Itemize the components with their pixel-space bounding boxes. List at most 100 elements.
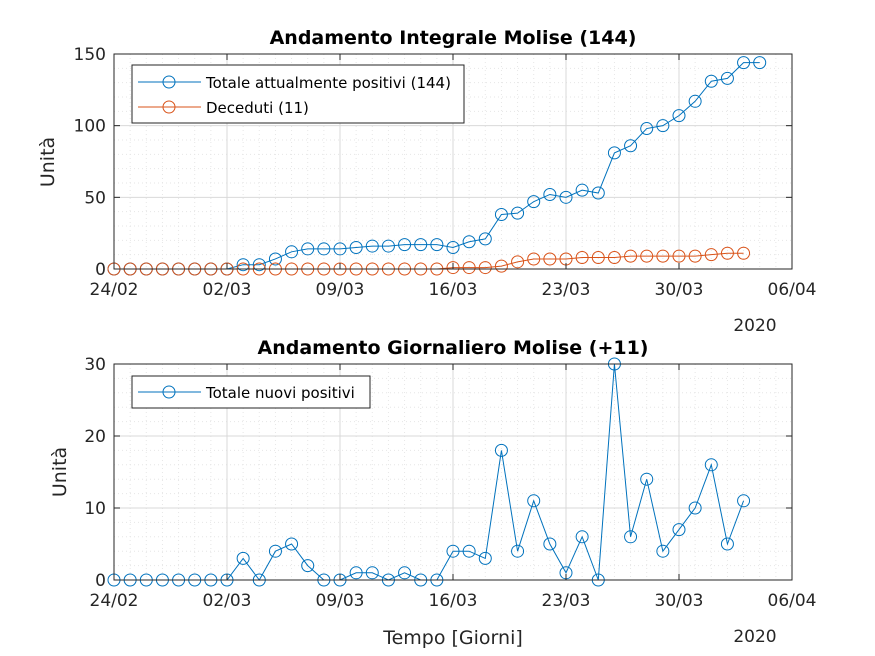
legend-marker-positivi bbox=[162, 75, 176, 89]
data-point bbox=[737, 246, 751, 260]
data-point bbox=[688, 94, 702, 108]
y-tick-label: 150 bbox=[74, 45, 106, 65]
data-point bbox=[478, 261, 492, 275]
data-point bbox=[704, 458, 718, 472]
data-point bbox=[575, 530, 589, 544]
legend: Totale attualmente positivi (144) Decedu… bbox=[131, 64, 465, 124]
data-point bbox=[494, 259, 508, 273]
x-tick-label: 02/03 bbox=[203, 280, 252, 300]
data-point bbox=[672, 109, 686, 123]
y-tick-label: 30 bbox=[84, 355, 106, 375]
data-point bbox=[720, 71, 734, 85]
data-point bbox=[511, 255, 525, 269]
data-point bbox=[285, 245, 299, 259]
data-point bbox=[462, 544, 476, 558]
data-point bbox=[656, 544, 670, 558]
x-tick-label: 24/02 bbox=[90, 280, 139, 300]
x-tick-label: 16/03 bbox=[429, 280, 478, 300]
data-point bbox=[414, 238, 428, 252]
data-point bbox=[494, 208, 508, 222]
x-tick-label: 09/03 bbox=[316, 280, 365, 300]
data-point bbox=[349, 566, 363, 580]
legend-label-deceduti: Deceduti (11) bbox=[206, 99, 309, 117]
chart-title: Andamento Giornaliero Molise (+11) bbox=[258, 337, 649, 359]
legend: Totale nuovi positivi bbox=[131, 375, 371, 409]
data-point bbox=[478, 551, 492, 565]
x-tick-label: 02/03 bbox=[203, 591, 252, 611]
data-point bbox=[462, 235, 476, 249]
y-tick-label: 50 bbox=[84, 188, 106, 208]
data-point bbox=[543, 537, 557, 551]
data-point bbox=[317, 242, 331, 256]
data-point bbox=[446, 261, 460, 275]
legend-marker-nuovi bbox=[162, 385, 176, 399]
data-point bbox=[478, 232, 492, 246]
data-point bbox=[511, 544, 525, 558]
legend-box bbox=[131, 64, 465, 124]
data-point bbox=[398, 566, 412, 580]
ticks: 24/02 02/03 09/03 16/03 23/03 30/03 06/04 0 50 10… bbox=[74, 45, 817, 300]
daily-chart: Andamento Giornaliero Molise (+11) 24/02… bbox=[49, 337, 817, 649]
legend-label-nuovi: Totale nuovi positivi bbox=[205, 384, 355, 402]
data-point bbox=[285, 537, 299, 551]
chart-title: Andamento Integrale Molise (144) bbox=[270, 27, 637, 49]
data-point bbox=[753, 56, 767, 70]
data-point bbox=[446, 241, 460, 254]
x-tick-label: 24/02 bbox=[90, 591, 139, 611]
data-point bbox=[575, 251, 589, 265]
data-point bbox=[236, 258, 250, 272]
x-tick-label: 23/03 bbox=[542, 280, 591, 300]
y-tick-label: 10 bbox=[84, 499, 106, 519]
data-point bbox=[301, 242, 315, 256]
x-tick-label: 23/03 bbox=[542, 591, 591, 611]
data-point bbox=[591, 251, 605, 265]
y-tick-label: 0 bbox=[95, 260, 106, 280]
data-point bbox=[672, 523, 686, 537]
x-tick-label: 30/03 bbox=[655, 591, 704, 611]
data-point bbox=[398, 238, 412, 252]
data-point bbox=[252, 258, 266, 272]
data-point bbox=[349, 241, 363, 254]
data-point bbox=[624, 249, 638, 263]
data-point bbox=[268, 252, 282, 266]
y-axis-label: Unità bbox=[37, 137, 59, 187]
data-point bbox=[543, 187, 557, 201]
data-point bbox=[446, 544, 460, 558]
legend-marker-deceduti bbox=[162, 100, 176, 114]
y-tick-label: 0 bbox=[95, 571, 106, 591]
data-point bbox=[365, 239, 379, 253]
x-tick-label: 06/04 bbox=[768, 280, 817, 300]
integral-chart: Andamento Integrale Molise (144) 24/02 02… bbox=[37, 27, 817, 336]
y-axis-label: Unità bbox=[49, 447, 71, 497]
data-point bbox=[672, 249, 686, 263]
ticks: 24/02 02/03 09/03 16/03 23/03 30/03 06/04 0 10 20… bbox=[84, 355, 816, 611]
data-point bbox=[656, 119, 670, 133]
data-point bbox=[301, 559, 315, 573]
data-point bbox=[656, 249, 670, 263]
x-axis-label: Tempo [Giorni] bbox=[382, 627, 523, 649]
data-point bbox=[381, 239, 395, 253]
data-point bbox=[236, 551, 250, 565]
data-point bbox=[737, 494, 751, 508]
data-point bbox=[640, 122, 654, 136]
y-tick-label: 100 bbox=[74, 117, 106, 137]
data-point bbox=[720, 537, 734, 551]
data-point bbox=[704, 74, 718, 88]
data-point bbox=[430, 238, 444, 252]
x-tick-label: 06/04 bbox=[768, 591, 817, 611]
x-tick-label: 09/03 bbox=[316, 591, 365, 611]
data-point bbox=[607, 251, 621, 265]
data-point bbox=[333, 242, 347, 256]
data-point bbox=[720, 246, 734, 260]
data-point bbox=[559, 190, 573, 204]
data-point bbox=[575, 183, 589, 197]
data-point bbox=[591, 186, 605, 200]
data-point bbox=[268, 544, 282, 558]
data-point bbox=[607, 146, 621, 160]
data-point bbox=[737, 56, 751, 70]
data-point bbox=[365, 566, 379, 580]
x-tick-label: 16/03 bbox=[429, 591, 478, 611]
data-point bbox=[624, 530, 638, 544]
y-tick-label: 20 bbox=[84, 427, 106, 447]
data-point bbox=[527, 494, 541, 508]
